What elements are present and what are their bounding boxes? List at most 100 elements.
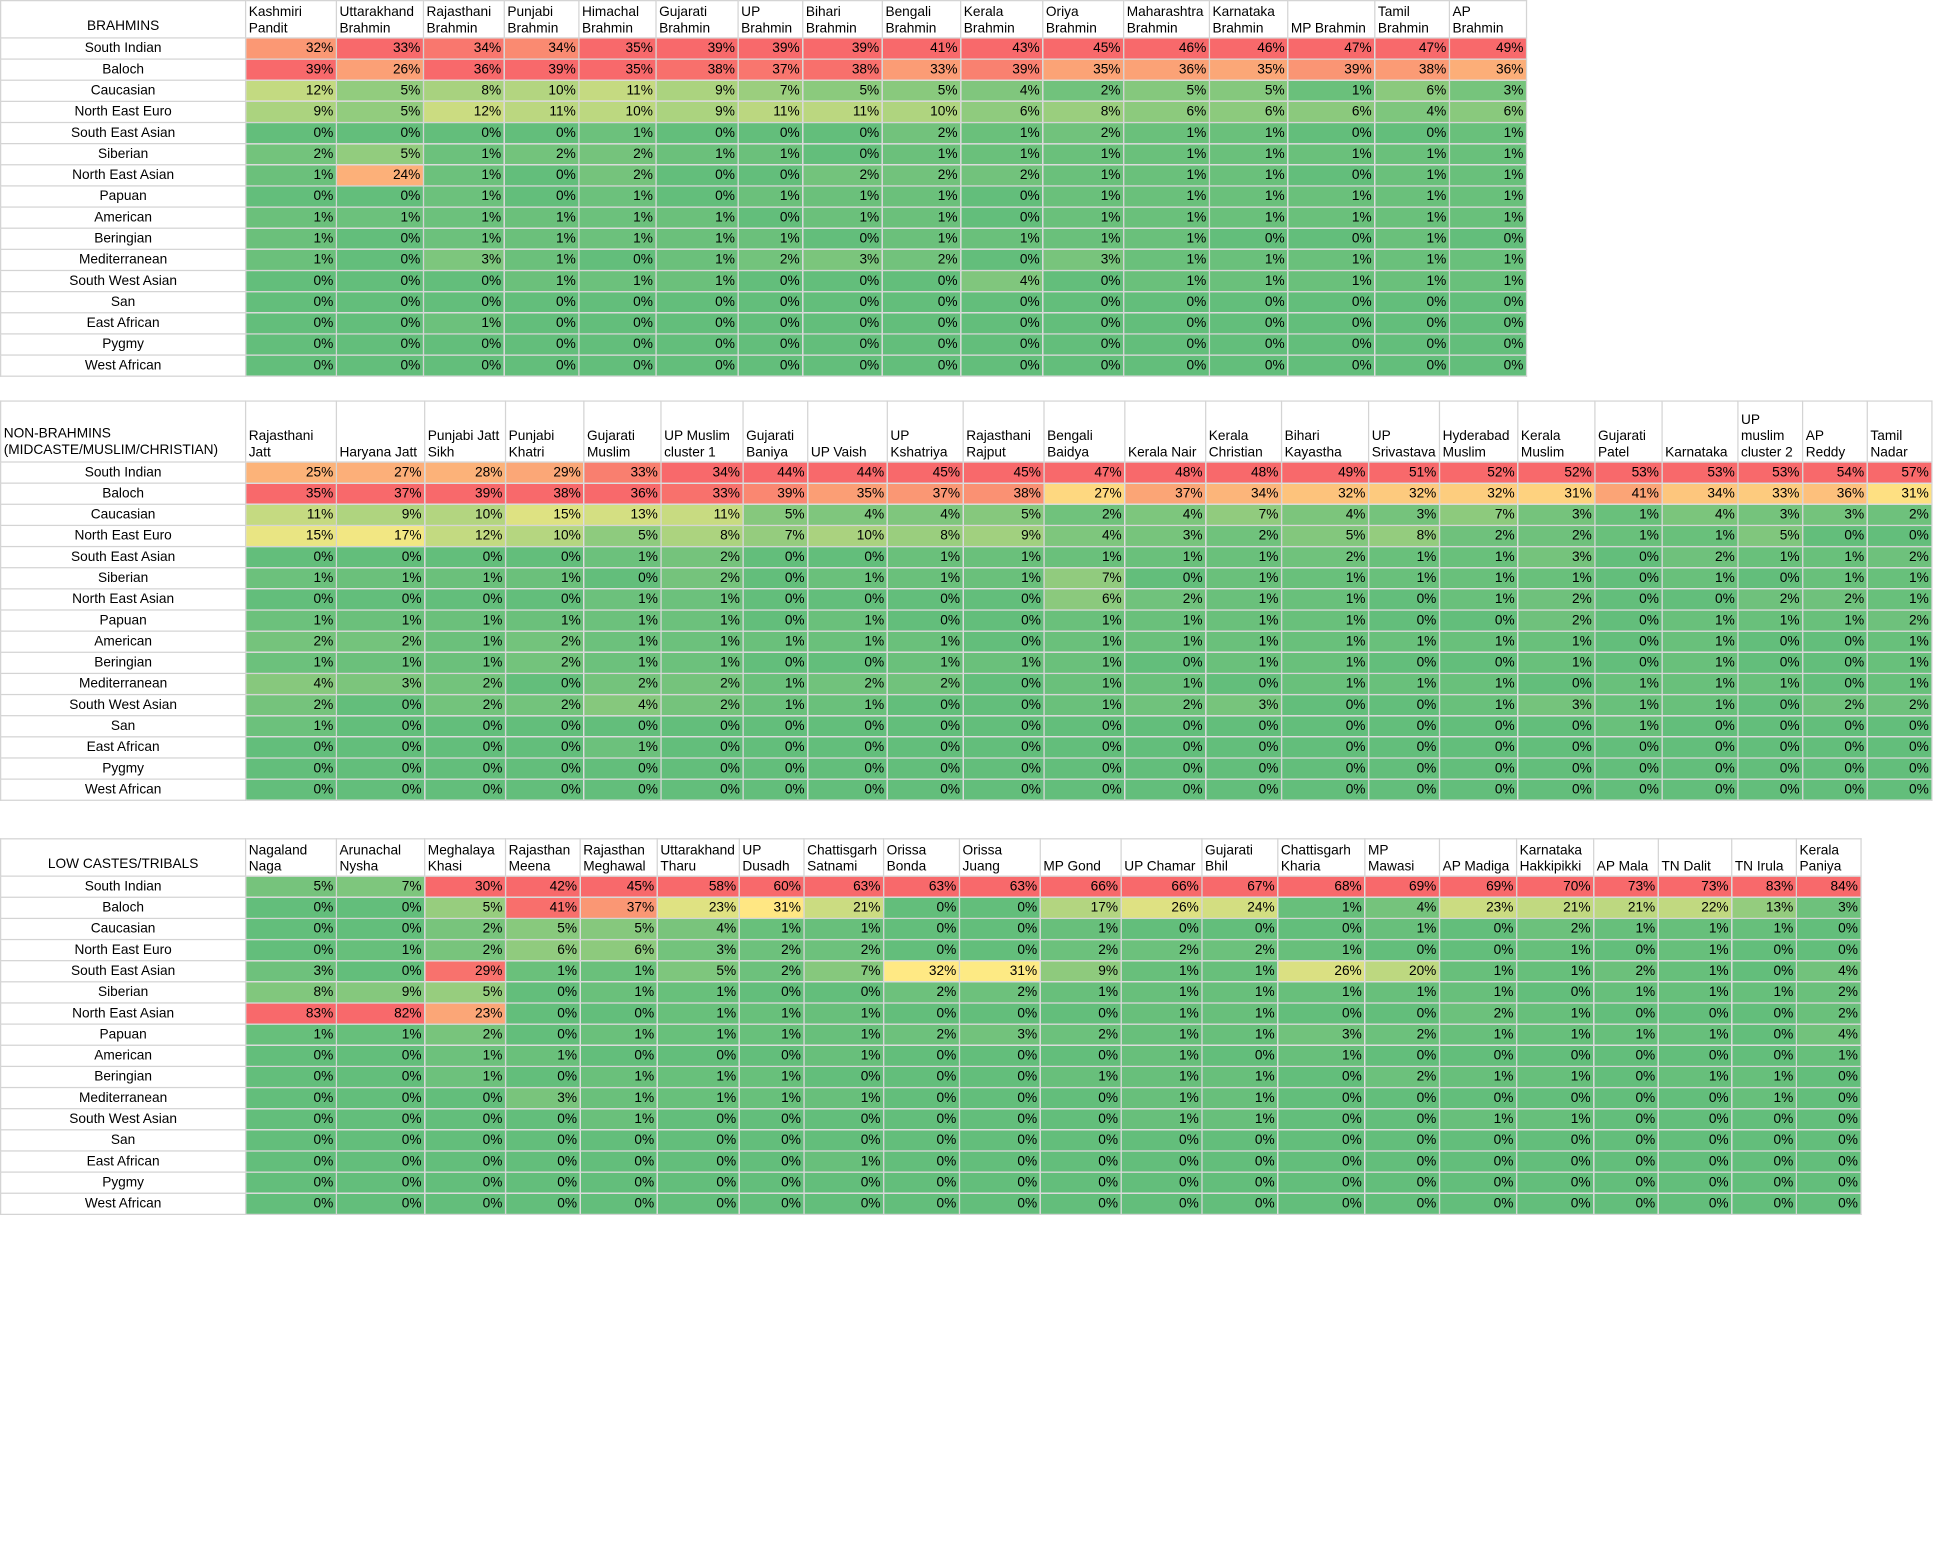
heatmap-cell[interactable]: 0%: [1367, 778, 1441, 801]
heatmap-cell[interactable]: 0%: [335, 960, 426, 983]
heatmap-cell[interactable]: 47%: [1043, 461, 1126, 484]
heatmap-cell[interactable]: 0%: [1043, 778, 1126, 801]
heatmap-cell[interactable]: 1%: [807, 630, 888, 653]
heatmap-cell[interactable]: 0%: [244, 736, 338, 759]
heatmap-cell[interactable]: 0%: [655, 312, 739, 335]
heatmap-cell[interactable]: 1%: [1866, 567, 1933, 590]
heatmap-cell[interactable]: 0%: [1374, 333, 1451, 356]
heatmap-cell[interactable]: 0%: [1367, 757, 1441, 780]
heatmap-cell[interactable]: 0%: [424, 757, 507, 780]
heatmap-cell[interactable]: 67%: [1201, 875, 1279, 898]
heatmap-cell[interactable]: 0%: [244, 354, 338, 377]
heatmap-cell[interactable]: 0%: [1277, 1150, 1366, 1173]
heatmap-cell[interactable]: 0%: [1801, 715, 1868, 738]
heatmap-cell[interactable]: 1%: [881, 143, 962, 166]
heatmap-cell[interactable]: 45%: [886, 461, 964, 484]
heatmap-cell[interactable]: 0%: [655, 121, 739, 145]
heatmap-cell[interactable]: 8%: [1042, 100, 1125, 124]
heatmap-cell[interactable]: 13%: [1731, 896, 1798, 920]
heatmap-cell[interactable]: 10%: [504, 524, 585, 548]
heatmap-cell[interactable]: 0%: [803, 1108, 885, 1131]
heatmap-cell[interactable]: 0%: [1594, 736, 1663, 759]
heatmap-cell[interactable]: 2%: [881, 121, 962, 145]
heatmap-cell[interactable]: 0%: [579, 1044, 658, 1068]
heatmap-cell[interactable]: 1%: [1277, 896, 1366, 920]
heatmap-cell[interactable]: 7%: [1043, 567, 1126, 590]
heatmap-cell[interactable]: 28%: [424, 461, 507, 484]
heatmap-cell[interactable]: 0%: [1277, 1065, 1366, 1089]
heatmap-cell[interactable]: 2%: [424, 917, 507, 941]
heatmap-cell[interactable]: 1%: [1039, 1065, 1122, 1089]
heatmap-cell[interactable]: 0%: [1124, 736, 1207, 759]
heatmap-cell[interactable]: 1%: [1737, 609, 1804, 632]
heatmap-cell[interactable]: 3%: [1367, 503, 1441, 527]
heatmap-cell[interactable]: 1%: [886, 567, 964, 590]
heatmap-cell[interactable]: 0%: [962, 588, 1045, 611]
heatmap-cell[interactable]: 69%: [1364, 875, 1441, 898]
heatmap-cell[interactable]: 0%: [579, 1192, 658, 1215]
heatmap-cell[interactable]: 1%: [738, 1065, 805, 1089]
heatmap-cell[interactable]: 33%: [660, 482, 744, 505]
heatmap-cell[interactable]: 37%: [579, 896, 658, 920]
heatmap-cell[interactable]: 0%: [335, 121, 425, 145]
heatmap-cell[interactable]: 0%: [583, 757, 662, 780]
heatmap-cell[interactable]: 0%: [802, 143, 883, 166]
heatmap-cell[interactable]: 1%: [1438, 588, 1519, 611]
heatmap-cell[interactable]: 1%: [1280, 588, 1370, 611]
heatmap-cell[interactable]: 0%: [886, 715, 964, 738]
heatmap-cell[interactable]: 6%: [1043, 588, 1126, 611]
heatmap-cell[interactable]: 0%: [1737, 567, 1804, 590]
heatmap-cell[interactable]: 1%: [1438, 1023, 1518, 1046]
heatmap-cell[interactable]: 1%: [583, 545, 662, 569]
heatmap-cell[interactable]: 0%: [244, 896, 338, 920]
heatmap-cell[interactable]: 1%: [1866, 672, 1933, 696]
heatmap-cell[interactable]: 0%: [504, 588, 585, 611]
heatmap-cell[interactable]: 2%: [504, 651, 585, 675]
heatmap-cell[interactable]: 7%: [737, 79, 804, 102]
heatmap-cell[interactable]: 3%: [1517, 503, 1596, 527]
heatmap-cell[interactable]: 1%: [660, 588, 744, 611]
heatmap-cell[interactable]: 1%: [1124, 545, 1207, 569]
heatmap-cell[interactable]: 0%: [656, 1108, 740, 1131]
heatmap-cell[interactable]: 0%: [802, 121, 883, 145]
heatmap-cell[interactable]: 1%: [422, 185, 505, 208]
heatmap-cell[interactable]: 2%: [886, 672, 964, 696]
heatmap-cell[interactable]: 1%: [1364, 981, 1441, 1004]
heatmap-cell[interactable]: 0%: [244, 1171, 338, 1194]
heatmap-cell[interactable]: 0%: [737, 269, 804, 293]
heatmap-cell[interactable]: 0%: [1657, 1192, 1733, 1215]
heatmap-cell[interactable]: 7%: [1438, 503, 1519, 527]
heatmap-cell[interactable]: 1%: [244, 651, 338, 675]
heatmap-cell[interactable]: 36%: [1448, 58, 1528, 81]
heatmap-cell[interactable]: 9%: [244, 100, 338, 124]
heatmap-cell[interactable]: 0%: [335, 778, 426, 801]
heatmap-cell[interactable]: 0%: [1287, 333, 1376, 356]
heatmap-cell[interactable]: 3%: [1801, 503, 1868, 527]
heatmap-cell[interactable]: 1%: [1438, 672, 1519, 696]
heatmap-cell[interactable]: 1%: [504, 960, 581, 983]
heatmap-cell[interactable]: 1%: [1201, 981, 1279, 1004]
heatmap-cell[interactable]: 0%: [655, 291, 739, 314]
heatmap-cell[interactable]: 0%: [1043, 757, 1126, 780]
heatmap-cell[interactable]: 39%: [244, 58, 338, 81]
heatmap-cell[interactable]: 5%: [656, 960, 740, 983]
heatmap-cell[interactable]: 0%: [503, 185, 580, 208]
heatmap-cell[interactable]: 1%: [656, 981, 740, 1004]
heatmap-cell[interactable]: 1%: [656, 1002, 740, 1025]
heatmap-cell[interactable]: 0%: [579, 1129, 658, 1152]
heatmap-cell[interactable]: 0%: [1280, 757, 1370, 780]
heatmap-cell[interactable]: 0%: [1594, 630, 1663, 653]
heatmap-cell[interactable]: 0%: [1438, 736, 1519, 759]
heatmap-cell[interactable]: 1%: [1287, 269, 1376, 293]
heatmap-cell[interactable]: 0%: [1593, 1044, 1659, 1068]
heatmap-cell[interactable]: 1%: [1039, 981, 1122, 1004]
heatmap-cell[interactable]: 2%: [807, 672, 888, 696]
heatmap-cell[interactable]: 1%: [1120, 1002, 1203, 1025]
heatmap-cell[interactable]: 1%: [1515, 1108, 1595, 1131]
heatmap-cell[interactable]: 1%: [1280, 609, 1370, 632]
heatmap-cell[interactable]: 0%: [742, 609, 809, 632]
heatmap-cell[interactable]: 0%: [962, 693, 1045, 717]
heatmap-cell[interactable]: 0%: [803, 1129, 885, 1152]
heatmap-cell[interactable]: 0%: [1374, 291, 1451, 314]
heatmap-cell[interactable]: 5%: [1208, 79, 1289, 102]
